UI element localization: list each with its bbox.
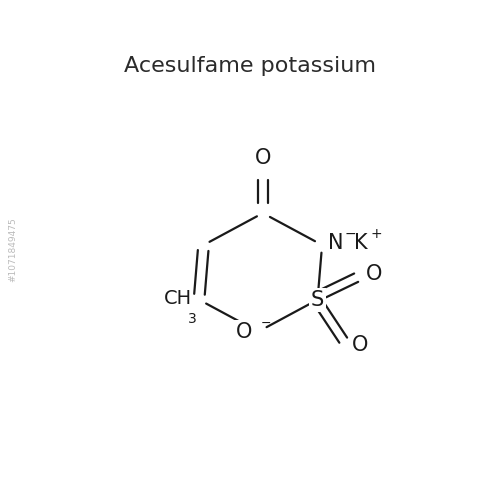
Text: 3: 3 xyxy=(188,312,197,326)
Text: S: S xyxy=(311,290,324,310)
Text: N: N xyxy=(328,234,344,254)
Text: Acesulfame potassium: Acesulfame potassium xyxy=(124,56,376,76)
Text: +: + xyxy=(371,228,382,241)
Text: O: O xyxy=(236,322,252,342)
Text: #1071849475: #1071849475 xyxy=(8,218,17,282)
Text: −: − xyxy=(261,317,272,330)
Text: CH: CH xyxy=(164,288,192,308)
Text: −: − xyxy=(344,228,356,241)
Text: O: O xyxy=(352,335,368,355)
Text: O: O xyxy=(254,148,271,168)
Text: O: O xyxy=(366,264,382,284)
Text: K: K xyxy=(354,234,368,254)
